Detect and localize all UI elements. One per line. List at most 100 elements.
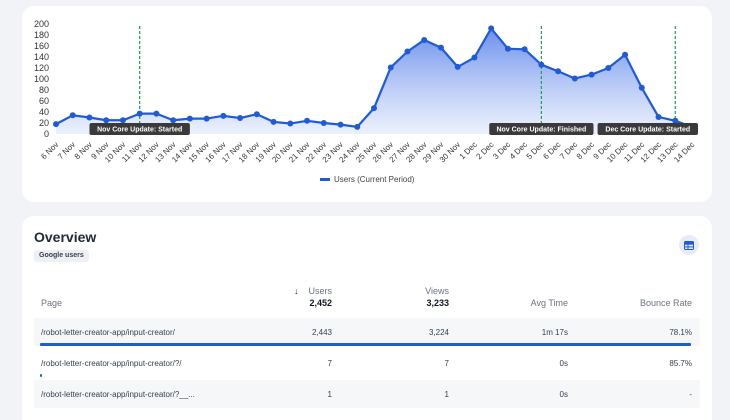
y-tick-label: 80 <box>39 85 49 95</box>
data-point <box>605 65 612 71</box>
y-tick-label: 160 <box>34 41 49 51</box>
row-users: 1 <box>327 390 332 399</box>
row-bounce-rate: - <box>689 390 692 399</box>
x-tick-label: 7 Nov <box>56 140 77 161</box>
total-views: 3,233 <box>426 298 449 308</box>
x-tick-label: 6 Nov <box>39 140 60 161</box>
data-point <box>387 64 394 71</box>
table-row[interactable]: /robot-letter-creator-app/input-creator/… <box>34 349 700 377</box>
row-bounce-rate: 78.1% <box>669 328 692 337</box>
data-point <box>555 68 562 75</box>
data-point <box>287 120 294 127</box>
row-avg-time: 0s <box>559 390 568 399</box>
data-point <box>471 54 478 61</box>
y-tick-label: 180 <box>34 30 49 40</box>
table-icon <box>684 240 694 250</box>
data-point <box>354 123 361 130</box>
data-point <box>371 105 377 112</box>
table-row[interactable]: /robot-letter-creator-app/input-creator/… <box>34 380 700 408</box>
data-point <box>136 110 143 117</box>
data-point <box>588 71 595 78</box>
col-header-users[interactable]: Users <box>308 286 332 296</box>
row-page[interactable]: /robot-letter-creator-app/input-creator/… <box>41 359 182 368</box>
row-views: 1 <box>444 390 449 399</box>
col-header-views[interactable]: Views <box>425 286 449 296</box>
row-share-bar <box>40 343 692 346</box>
data-point <box>203 115 210 122</box>
data-point <box>119 117 126 124</box>
annotation-label-bg <box>597 123 698 135</box>
data-point <box>504 45 511 52</box>
annotation-label: Nov Core Update: Finished <box>496 127 586 134</box>
annotation-label: Nov Core Update: Started <box>97 127 182 134</box>
users-sort-icon[interactable]: ↓ <box>294 286 299 296</box>
data-point <box>270 118 277 125</box>
row-avg-time: 0s <box>559 359 568 368</box>
area-fill <box>56 28 692 134</box>
data-point <box>404 48 411 55</box>
row-bounce-rate: 85.7% <box>669 359 692 368</box>
data-point <box>488 25 495 32</box>
data-point <box>237 115 244 122</box>
row-avg-time: 1m 17s <box>541 328 568 337</box>
y-tick-label: 120 <box>34 63 49 73</box>
data-point <box>253 111 260 118</box>
data-point <box>571 75 578 82</box>
legend-label: Users (Current Period) <box>334 175 415 184</box>
table-row[interactable]: /robot-letter-creator-app/input-creator/… <box>34 318 700 346</box>
data-point <box>53 121 59 128</box>
y-tick-label: 0 <box>44 129 49 139</box>
data-point <box>304 117 311 124</box>
col-header-avg-time[interactable]: Avg Time <box>530 298 568 308</box>
annotation-label-bg <box>489 123 594 135</box>
data-point <box>103 117 110 124</box>
x-tick-label: 3 Dec <box>491 140 512 161</box>
table-view-button[interactable] <box>679 235 699 255</box>
data-point <box>454 63 461 70</box>
data-point <box>320 120 327 126</box>
data-point <box>672 117 679 124</box>
data-point <box>622 51 629 58</box>
y-tick-label: 60 <box>39 96 49 106</box>
row-views: 7 <box>444 359 449 368</box>
total-users: 2,452 <box>309 298 332 308</box>
overview-title: Overview <box>34 229 97 245</box>
legend-swatch <box>320 178 330 181</box>
data-point <box>638 84 645 91</box>
x-tick-label: 6 Dec <box>541 140 562 161</box>
data-point <box>521 46 528 53</box>
col-header-page[interactable]: Page <box>41 298 63 308</box>
data-point <box>538 61 545 68</box>
x-tick-label: 1 Dec <box>458 140 479 161</box>
x-tick-label: 7 Dec <box>558 140 579 161</box>
data-point <box>86 114 93 121</box>
data-point <box>220 112 227 119</box>
overview-card: Overview Google users Page ↓ Users 2,452… <box>22 216 712 420</box>
users-chart-card: 0 20 40 60 80 100 120 140 160 180 200 6 Nov 7 Nov 8 … <box>22 6 712 202</box>
row-users: 7 <box>327 359 332 368</box>
y-tick-label: 200 <box>34 19 49 29</box>
x-tick-label: 5 Dec <box>525 140 546 161</box>
data-point <box>69 112 76 119</box>
row-users: 2,443 <box>311 328 332 337</box>
data-point <box>153 110 160 117</box>
google-users-badge: Google users <box>34 250 89 262</box>
chart-legend[interactable]: Users (Current Period) <box>320 175 414 184</box>
x-tick-label: 2 Dec <box>474 140 495 161</box>
row-share-bar <box>40 374 42 377</box>
data-point <box>437 44 444 51</box>
row-page[interactable]: /robot-letter-creator-app/input-creator/… <box>41 390 195 399</box>
y-tick-label: 40 <box>39 107 49 117</box>
row-page[interactable]: /robot-letter-creator-app/input-creator/ <box>41 328 175 337</box>
x-tick-label: 4 Dec <box>508 140 529 161</box>
data-point <box>655 113 662 120</box>
y-tick-label: 20 <box>39 118 49 128</box>
x-tick-label: 8 Nov <box>73 140 94 161</box>
col-header-bounce-rate[interactable]: Bounce Rate <box>639 298 692 308</box>
data-point <box>170 117 177 124</box>
y-tick-label: 140 <box>34 52 49 62</box>
annotation-label: Dec Core Update: Started <box>605 127 690 134</box>
row-views: 3,224 <box>428 328 449 337</box>
data-point <box>186 115 193 122</box>
